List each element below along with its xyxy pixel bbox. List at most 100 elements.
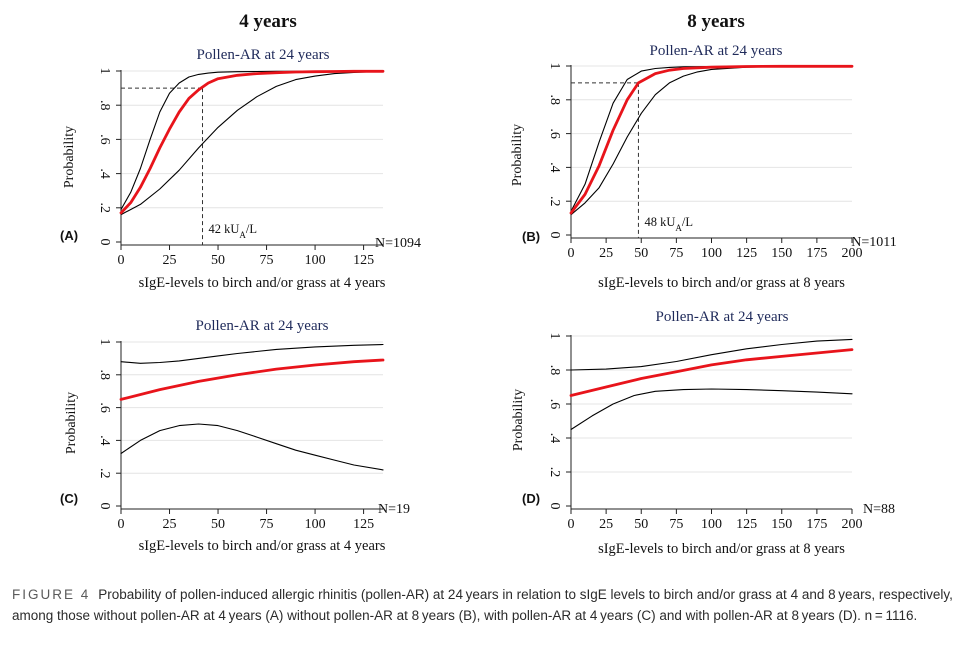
y-tick-label: .2 <box>547 467 562 478</box>
x-tick-label: 25 <box>599 517 613 532</box>
chart-panel: Pollen-AR at 24 years 0 .2 .4 .6 .8 1 0 25 50 75 10… <box>60 318 410 554</box>
threshold-label: 42 kUA/L <box>209 222 258 240</box>
series-line-ci-upper <box>570 65 853 212</box>
sample-size-label: N=88 <box>863 502 895 517</box>
x-tick-label: 50 <box>211 253 225 268</box>
y-tick-label: .6 <box>547 128 562 139</box>
x-axis-label: sIgE-levels to birch and/or grass at 8 y… <box>598 275 845 291</box>
x-tick-label: 100 <box>305 517 326 532</box>
sample-size-label: N=19 <box>378 502 410 517</box>
sample-size-label: N=1094 <box>375 236 421 251</box>
y-tick-label: .8 <box>97 370 112 381</box>
x-tick-label: 25 <box>599 246 613 261</box>
series-line-ci-upper <box>570 338 853 371</box>
chart-title: Pollen-AR at 24 years <box>656 309 789 325</box>
x-tick-label: 200 <box>842 246 863 261</box>
figure-caption: FIGURE 4 Probability of pollen-induced al… <box>12 584 957 626</box>
panel-label: (D) <box>522 491 540 506</box>
y-tick-label: 0 <box>97 239 112 246</box>
series-line-estimate <box>119 69 385 215</box>
y-tick-label: .8 <box>97 100 112 111</box>
y-tick-label: 1 <box>547 333 562 340</box>
x-tick-label: 75 <box>669 517 683 532</box>
y-axis-label: Probability <box>64 392 79 454</box>
y-tick-label: 0 <box>97 503 112 510</box>
series-line-ci-lower <box>570 65 853 216</box>
x-tick-label: 125 <box>353 517 374 532</box>
x-tick-label: 125 <box>353 253 374 268</box>
threshold-label: 48 kUA/L <box>644 215 693 233</box>
y-axis-label: Probability <box>62 126 77 188</box>
chart-panel: Pollen-AR at 24 years 0 .2 .4 .6 .8 1 0 25 50 75 10… <box>510 43 897 291</box>
sample-size-label: N=1011 <box>851 235 897 250</box>
y-tick-label: .8 <box>547 365 562 376</box>
x-axis-label: sIgE-levels to birch and/or grass at 4 y… <box>139 275 386 291</box>
y-tick-label: .8 <box>547 95 562 106</box>
x-tick-label: 50 <box>211 517 225 532</box>
threshold-label-end: /L <box>246 222 257 236</box>
x-tick-label: 100 <box>701 517 722 532</box>
x-tick-label: 125 <box>736 517 757 532</box>
column-title-right: 8 years <box>687 11 745 32</box>
y-tick-label: 0 <box>547 232 562 239</box>
series-line-estimate <box>119 358 385 401</box>
x-tick-label: 100 <box>701 246 722 261</box>
y-axis-label: Probability <box>510 124 525 186</box>
x-axis-label: sIgE-levels to birch and/or grass at 4 y… <box>139 538 386 554</box>
y-axis-label: Probability <box>511 389 526 451</box>
x-tick-label: 200 <box>842 517 863 532</box>
threshold-label-main: 42 kU <box>209 222 240 236</box>
x-tick-label: 50 <box>634 246 648 261</box>
x-tick-label: 175 <box>806 517 827 532</box>
x-axis-label: sIgE-levels to birch and/or grass at 8 y… <box>598 541 845 557</box>
x-tick-label: 50 <box>634 517 648 532</box>
x-tick-label: 175 <box>806 246 827 261</box>
x-tick-label: 25 <box>163 253 177 268</box>
x-tick-label: 75 <box>260 517 274 532</box>
threshold-label-main: 48 kU <box>644 215 675 229</box>
y-tick-label: .4 <box>97 435 112 446</box>
y-tick-label: .4 <box>547 162 562 173</box>
series-line-ci-lower <box>120 423 384 471</box>
threshold-label-end: /L <box>682 215 693 229</box>
column-title-left: 4 years <box>239 11 297 32</box>
caption-text: Probability of pollen-induced allergic r… <box>12 587 953 623</box>
y-tick-label: .4 <box>97 168 112 179</box>
x-tick-label: 0 <box>568 246 575 261</box>
series-line-ci-upper <box>120 343 384 364</box>
caption-label: FIGURE 4 <box>12 587 91 602</box>
x-tick-label: 75 <box>669 246 683 261</box>
series-line-ci-lower <box>120 70 384 216</box>
y-tick-label: .2 <box>97 203 112 214</box>
series-line-estimate <box>569 348 854 397</box>
threshold-label-sub: A <box>675 223 682 233</box>
x-tick-label: 0 <box>568 517 575 532</box>
y-tick-label: .4 <box>547 433 562 444</box>
y-tick-label: 1 <box>97 68 112 75</box>
x-tick-label: 125 <box>736 246 757 261</box>
y-tick-label: .6 <box>547 399 562 410</box>
chart-panel: Pollen-AR at 24 years 0 .2 .4 .6 .8 1 0 25 50 75 10… <box>60 47 421 291</box>
x-tick-label: 0 <box>118 517 125 532</box>
y-tick-label: .6 <box>97 134 112 145</box>
chart-title: Pollen-AR at 24 years <box>197 47 330 63</box>
threshold-label-sub: A <box>239 230 246 240</box>
x-tick-label: 25 <box>163 517 177 532</box>
y-tick-label: 0 <box>547 503 562 510</box>
x-tick-label: 0 <box>118 253 125 268</box>
panel-label: (A) <box>60 228 78 243</box>
y-tick-label: 1 <box>547 63 562 70</box>
panel-label: (C) <box>60 491 78 506</box>
x-tick-label: 150 <box>771 517 792 532</box>
y-tick-label: .2 <box>97 468 112 479</box>
y-tick-label: .6 <box>97 402 112 413</box>
x-tick-label: 150 <box>771 246 792 261</box>
y-tick-label: .2 <box>547 196 562 207</box>
chart-panel: Pollen-AR at 24 years 0 .2 .4 .6 .8 1 0 25 50 75 10… <box>511 309 895 557</box>
y-tick-label: 1 <box>97 339 112 346</box>
chart-title: Pollen-AR at 24 years <box>196 318 329 334</box>
series-line-ci-lower <box>570 388 853 431</box>
series-line-estimate <box>569 64 854 215</box>
